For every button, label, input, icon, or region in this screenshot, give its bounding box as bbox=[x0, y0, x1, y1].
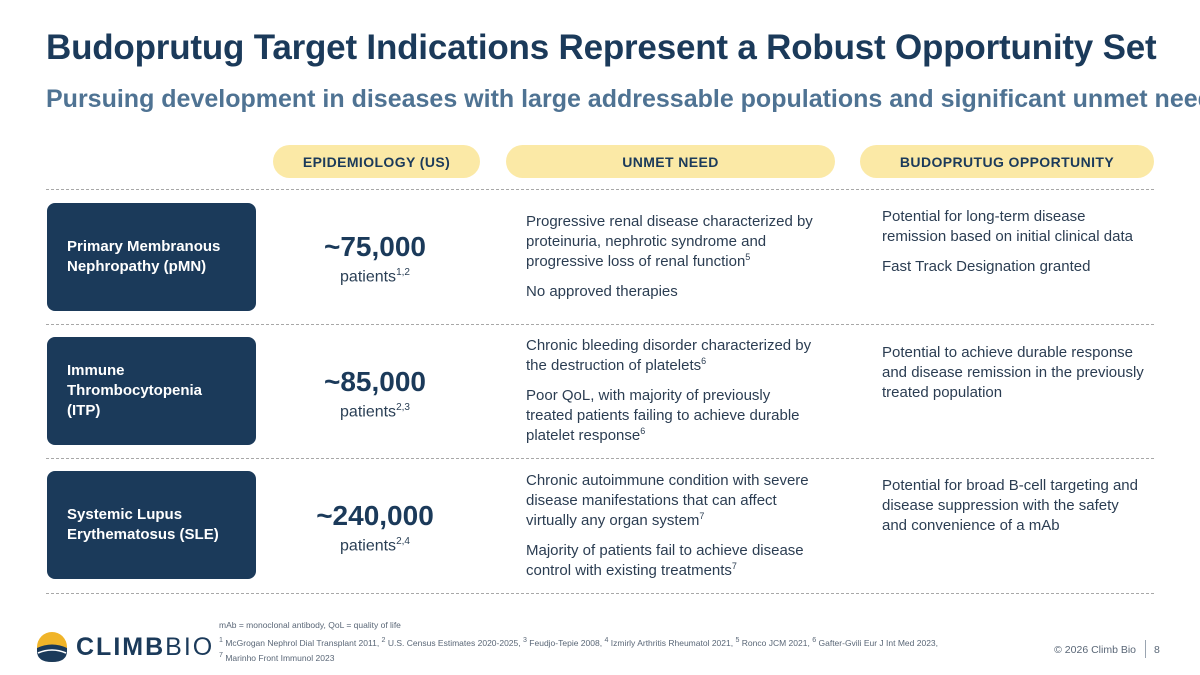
row-divider bbox=[46, 458, 1154, 459]
row-divider bbox=[46, 593, 1154, 594]
patient-count: ~85,000 bbox=[324, 366, 426, 397]
disease-box-pmn: Primary Membranous Nephropathy (pMN) bbox=[47, 203, 256, 311]
disease-label: Primary Membranous Nephropathy (pMN) bbox=[67, 238, 221, 275]
climb-bio-logo: CLIMBBIO bbox=[36, 631, 214, 663]
unmet-need-itp: Chronic bleeding disorder characterized … bbox=[526, 336, 816, 456]
disease-box-sle: Systemic Lupus Erythematosus (SLE) bbox=[47, 471, 256, 579]
header-epidemiology: EPIDEMIOLOGY (US) bbox=[273, 145, 480, 178]
unmet-need-sle: Chronic autoimmune condition with severe… bbox=[526, 471, 821, 591]
disease-box-itp: Immune Thrombocytopenia (ITP) bbox=[47, 337, 256, 445]
page-subtitle: Pursuing development in diseases with la… bbox=[46, 85, 1200, 113]
page-number: 8 bbox=[1154, 644, 1160, 656]
footnote-ref: 2,3 bbox=[396, 402, 410, 413]
patient-count: ~75,000 bbox=[324, 231, 426, 262]
patients-label: patients1,2 bbox=[340, 267, 410, 286]
unmet-need-item: No approved therapies bbox=[526, 283, 678, 300]
epidemiology-itp: ~85,000 patients2,3 bbox=[300, 366, 450, 421]
opportunity-item: Fast Track Designation granted bbox=[882, 258, 1091, 275]
footnotes: mAb = monoclonal antibody, QoL = quality… bbox=[219, 619, 938, 664]
disease-label: Systemic Lupus Erythematosus (SLE) bbox=[67, 506, 219, 543]
footer-separator bbox=[1145, 640, 1146, 658]
footnote-ref: 1,2 bbox=[396, 267, 410, 278]
unmet-need-item: Progressive renal disease characterized … bbox=[526, 213, 813, 270]
epidemiology-sle: ~240,000 patients2,4 bbox=[300, 500, 450, 555]
abbreviations-note: mAb = monoclonal antibody, QoL = quality… bbox=[219, 620, 401, 630]
unmet-need-item: Chronic bleeding disorder characterized … bbox=[526, 337, 812, 374]
patient-count: ~240,000 bbox=[316, 500, 434, 531]
opportunity-item: Potential for broad B-cell targeting and… bbox=[882, 477, 1138, 534]
opportunity-itp: Potential to achieve durable response an… bbox=[882, 343, 1147, 413]
references-line: 1 McGrogan Nephrol Dial Transplant 2011,… bbox=[219, 636, 939, 648]
row-divider bbox=[46, 189, 1154, 190]
opportunity-item: Potential to achieve durable response an… bbox=[882, 344, 1144, 401]
unmet-need-item: Majority of patients fail to achieve dis… bbox=[526, 542, 804, 579]
page-title: Budoprutug Target Indications Represent … bbox=[46, 28, 1157, 67]
disease-label: Immune Thrombocytopenia (ITP) bbox=[67, 362, 203, 419]
unmet-need-item: Poor QoL, with majority of previously tr… bbox=[526, 387, 800, 444]
opportunity-item: Potential for long-term disease remissio… bbox=[882, 208, 1133, 245]
patients-label: patients2,3 bbox=[340, 402, 410, 421]
copyright: © 2026 Climb Bio bbox=[1054, 644, 1136, 656]
unmet-need-item: Chronic autoimmune condition with severe… bbox=[526, 472, 809, 529]
unmet-need-pmn: Progressive renal disease characterized … bbox=[526, 212, 816, 312]
header-unmet-need: UNMET NEED bbox=[506, 145, 835, 178]
footnote-ref: 2,4 bbox=[396, 536, 410, 547]
references-line: 7 Marinho Front Immunol 2023 bbox=[219, 650, 335, 663]
opportunity-sle: Potential for broad B-cell targeting and… bbox=[882, 476, 1147, 546]
patients-label: patients2,4 bbox=[340, 536, 410, 555]
epidemiology-pmn: ~75,000 patients1,2 bbox=[300, 231, 450, 286]
logo-wordmark: CLIMBBIO bbox=[76, 632, 215, 661]
row-divider bbox=[46, 324, 1154, 325]
opportunity-pmn: Potential for long-term disease remissio… bbox=[882, 207, 1147, 287]
header-opportunity: BUDOPRUTUG OPPORTUNITY bbox=[860, 145, 1154, 178]
mountain-sun-logo-icon bbox=[37, 632, 67, 662]
